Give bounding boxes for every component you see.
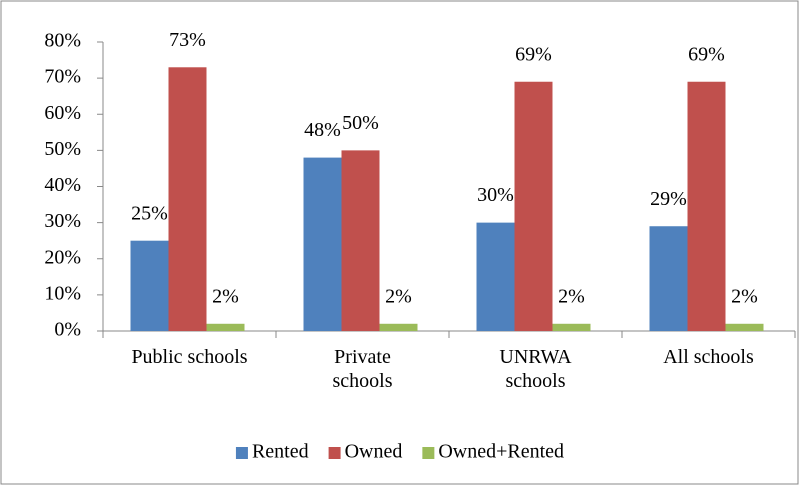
bar — [687, 81, 726, 331]
y-tick-label: 30% — [44, 210, 81, 232]
bar — [303, 157, 342, 331]
bar — [514, 81, 553, 331]
legend-label: Rented — [252, 441, 309, 463]
bar — [725, 323, 764, 331]
bar — [206, 323, 245, 331]
legend-label: Owned — [345, 441, 403, 463]
x-tick-label: Public schools — [131, 346, 248, 368]
y-tick-label: 10% — [44, 282, 81, 304]
bar — [341, 150, 380, 331]
bar — [552, 323, 591, 331]
x-tick-label: All schools — [663, 346, 754, 368]
bar — [379, 323, 418, 331]
y-tick-label: 80% — [44, 30, 81, 52]
legend-label: Owned+Rented — [438, 441, 564, 463]
data-label: 69% — [515, 43, 552, 65]
data-label: 2% — [385, 285, 412, 307]
y-tick-label: 70% — [44, 66, 81, 88]
data-label: 2% — [212, 285, 239, 307]
data-label: 30% — [477, 184, 514, 206]
legend-swatch — [235, 447, 248, 459]
x-tick-label: UNRWA schools — [499, 346, 572, 392]
data-label: 2% — [558, 285, 585, 307]
data-label: 2% — [731, 285, 758, 307]
legend-swatch — [422, 447, 435, 459]
x-tick-label: Private schools — [332, 346, 393, 392]
y-tick-label: 0% — [54, 319, 81, 341]
bar — [130, 240, 169, 331]
y-tick-label: 20% — [44, 246, 81, 268]
bar — [649, 226, 688, 331]
bar — [476, 222, 515, 331]
bar — [168, 67, 207, 331]
y-tick-label: 50% — [44, 138, 81, 160]
data-label: 50% — [342, 112, 379, 134]
data-label: 48% — [304, 119, 341, 141]
data-label: 25% — [131, 202, 168, 224]
y-tick-label: 40% — [44, 174, 81, 196]
y-tick-label: 60% — [44, 102, 81, 124]
data-label: 69% — [688, 43, 725, 65]
data-label: 73% — [169, 29, 206, 51]
data-label: 29% — [650, 188, 687, 210]
legend-swatch — [328, 447, 341, 459]
